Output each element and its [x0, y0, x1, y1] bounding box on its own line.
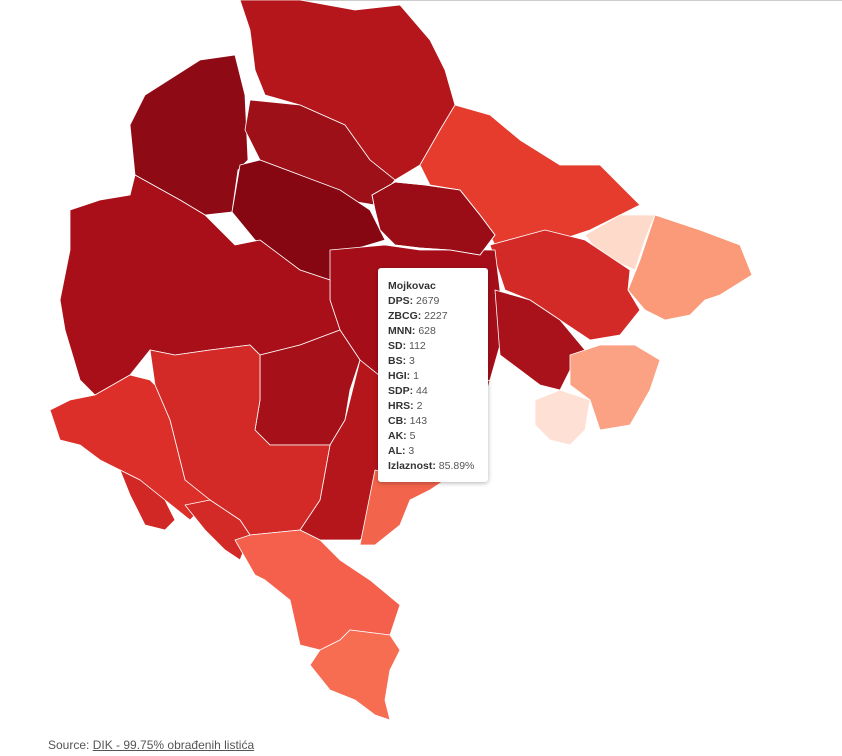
tooltip-row: AK: 5: [388, 429, 478, 444]
row-label: SDP:: [388, 385, 414, 397]
tooltip-row: HRS: 2: [388, 399, 478, 414]
tooltip-row: MNN: 628: [388, 324, 478, 339]
row-value: 2679: [416, 295, 440, 307]
row-label: CB:: [388, 415, 407, 427]
row-label: Izlaznost:: [388, 460, 436, 472]
region[interactable]: [534, 389, 591, 446]
tooltip-row: CB: 143: [388, 414, 478, 429]
row-label: HGI:: [388, 370, 411, 382]
row-label: MNN:: [388, 325, 416, 337]
region[interactable]: [494, 289, 586, 391]
row-value: 3: [408, 445, 415, 457]
row-value: 5: [409, 430, 416, 442]
row-label: BS:: [388, 355, 407, 367]
row-value: 2: [416, 400, 423, 412]
row-value: 44: [416, 385, 428, 397]
tooltip-row: ZBCG: 2227: [388, 309, 478, 324]
region[interactable]: [119, 469, 176, 531]
source-prefix: Source:: [48, 738, 90, 752]
row-value: 3: [409, 355, 415, 367]
row-value: 85.89%: [438, 460, 475, 472]
tooltip-row: AL: 3: [388, 444, 478, 459]
region[interactable]: [489, 229, 641, 341]
row-value: 1: [413, 370, 419, 382]
region[interactable]: [309, 629, 401, 721]
row-label: AK:: [388, 430, 407, 442]
tooltip-row: DPS: 2679: [388, 294, 478, 309]
row-value: 628: [418, 325, 436, 337]
row-label: DPS:: [388, 295, 414, 307]
region[interactable]: [129, 54, 249, 216]
tooltip-title: Mojkovac: [388, 280, 436, 292]
row-value: 112: [409, 340, 426, 352]
source-link[interactable]: DIK - 99.75% obrađenih listića: [92, 738, 255, 752]
region[interactable]: [627, 214, 753, 321]
source: Source: DIK - 99.75% obrađenih listića: [48, 738, 254, 752]
row-label: AL:: [388, 445, 406, 457]
tooltip-row: SDP: 44: [388, 384, 478, 399]
tooltip: Mojkovac DPS: 2679 ZBCG: 2227 MNN: 628 SD: …: [378, 268, 488, 482]
tooltip-row: Izlaznost: 85.89%: [388, 459, 478, 474]
region[interactable]: [569, 344, 661, 431]
row-label: SD:: [388, 340, 407, 352]
tooltip-row: SD: 112: [388, 339, 478, 354]
row-value: 143: [409, 415, 428, 427]
row-label: ZBCG:: [388, 310, 422, 322]
row-value: 2227: [424, 310, 448, 322]
highlighted-outline: [371, 181, 496, 256]
row-label: HRS:: [388, 400, 414, 412]
tooltip-row: HGI: 1: [388, 369, 478, 384]
region[interactable]: [234, 529, 401, 651]
tooltip-row: BS: 3: [388, 354, 478, 369]
